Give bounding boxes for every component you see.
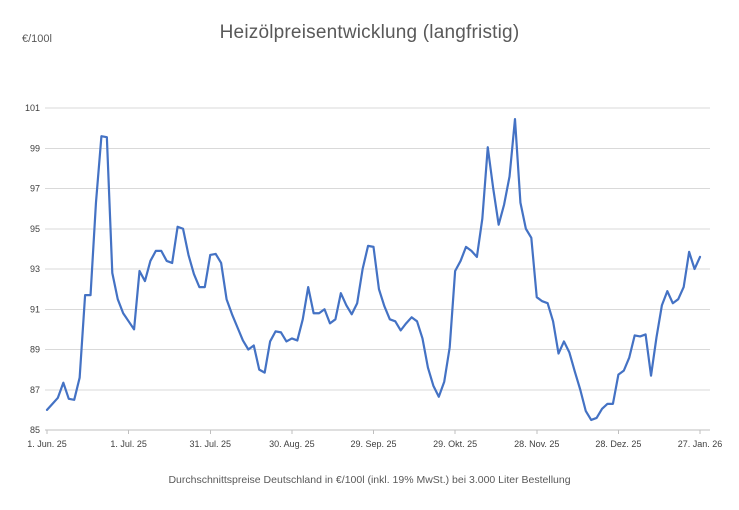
x-tick-label: 1. Jun. 25 bbox=[27, 439, 67, 449]
x-tick-label: 28. Nov. 25 bbox=[514, 439, 559, 449]
x-tick-label: 31. Jul. 25 bbox=[189, 439, 231, 449]
x-tick-label: 29. Okt. 25 bbox=[433, 439, 477, 449]
y-tick-label: 93 bbox=[30, 264, 40, 274]
x-tick-label: 1. Jul. 25 bbox=[110, 439, 147, 449]
y-tick-label: 85 bbox=[30, 425, 40, 435]
y-tick-label: 89 bbox=[30, 345, 40, 355]
x-tick-label: 28. Dez. 25 bbox=[595, 439, 641, 449]
x-tick-label: 29. Sep. 25 bbox=[350, 439, 396, 449]
x-tick-label: 30. Aug. 25 bbox=[269, 439, 315, 449]
y-tick-label: 91 bbox=[30, 304, 40, 314]
x-tick-label: 27. Jan. 26 bbox=[678, 439, 723, 449]
y-tick-label: 99 bbox=[30, 143, 40, 153]
y-axis-unit-label: €/100l bbox=[22, 33, 52, 45]
y-tick-label: 95 bbox=[30, 224, 40, 234]
chart-title: Heizölpreisentwicklung (langfristig) bbox=[219, 22, 520, 43]
y-tick-label: 101 bbox=[25, 103, 40, 113]
y-tick-label: 97 bbox=[30, 184, 40, 194]
chart-caption: Durchschnittspreise Deutschland in €/100… bbox=[168, 474, 571, 486]
y-tick-label: 87 bbox=[30, 385, 40, 395]
price-line-series bbox=[45, 117, 702, 422]
